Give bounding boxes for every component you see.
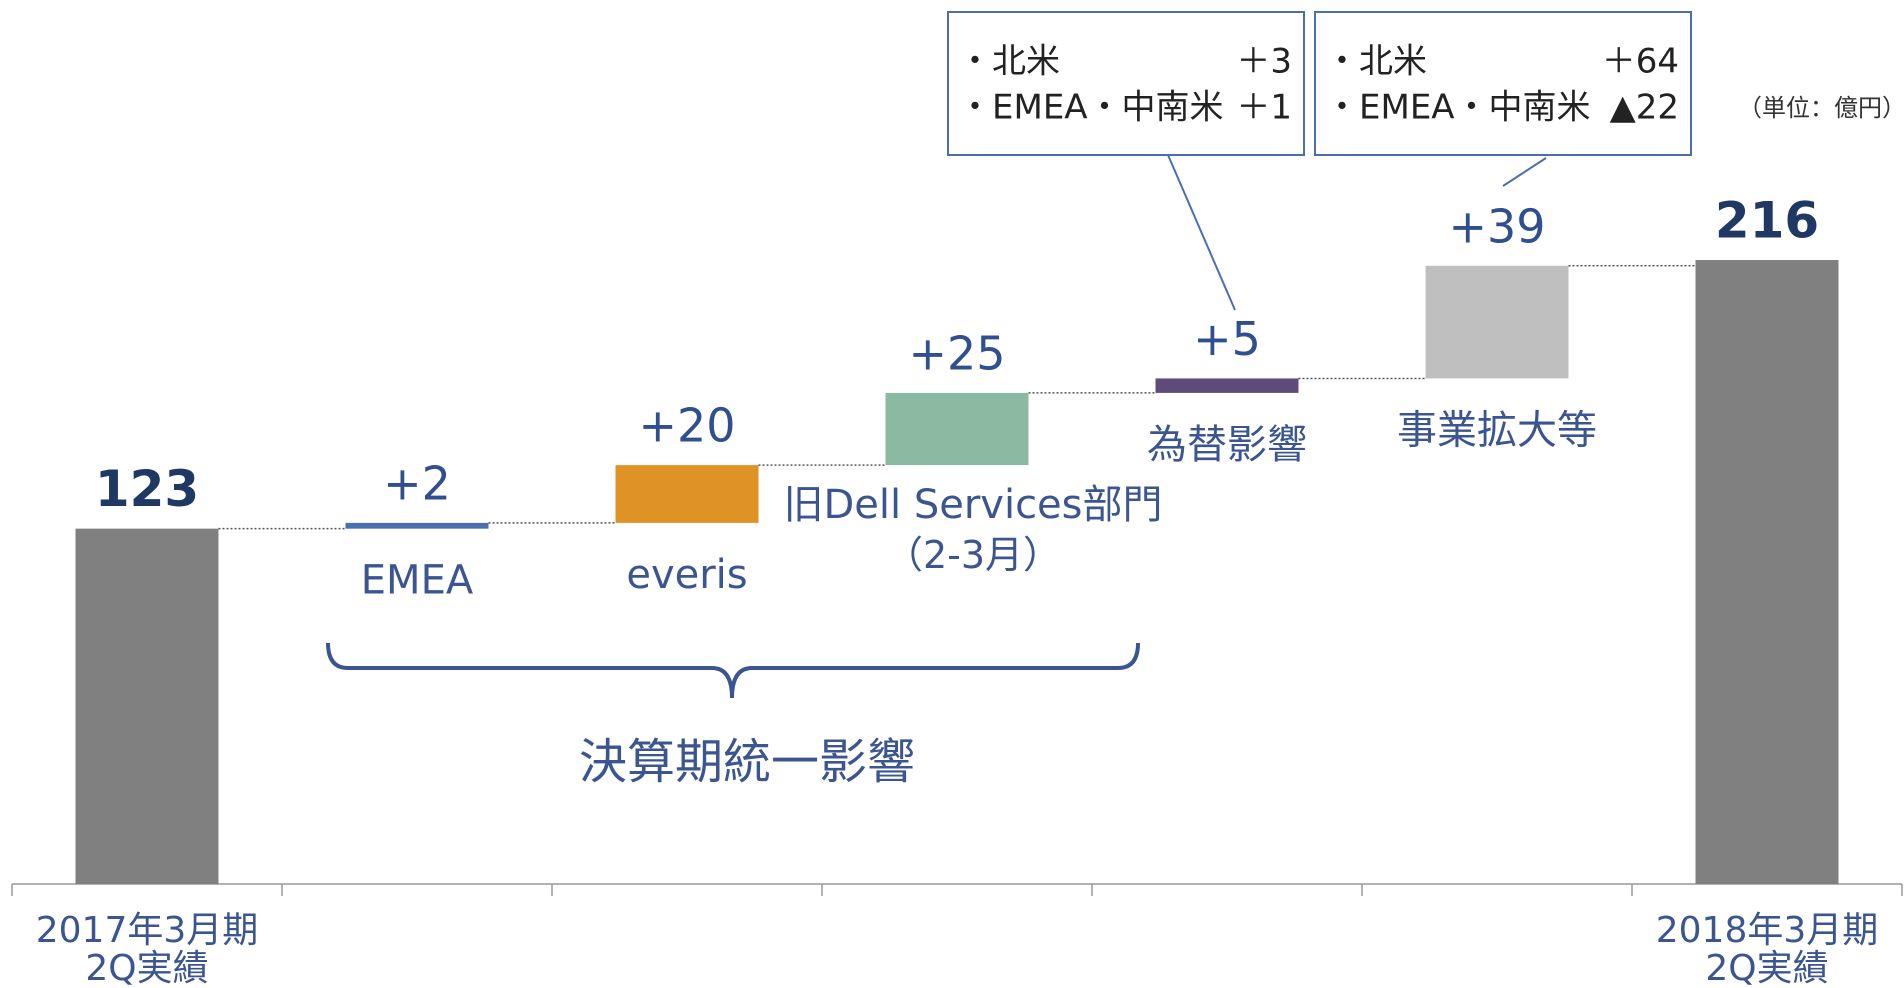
category-line: 事業拡大等 <box>1397 407 1597 453</box>
callout-item: ・北米 <box>1325 42 1427 82</box>
callout-value: ＋3 <box>1236 42 1292 82</box>
callout-value: ＋64 <box>1602 42 1679 82</box>
bar <box>1695 260 1839 884</box>
bracket <box>326 642 1140 699</box>
bar <box>885 392 1029 466</box>
bar <box>615 465 759 523</box>
category-line: 為替影響 <box>1147 422 1307 468</box>
bar <box>345 522 489 529</box>
callout-box <box>1314 11 1692 156</box>
callout-item: ・北米 <box>958 42 1060 82</box>
callout-value: ▲22 <box>1610 88 1679 128</box>
category-label: 為替影響 <box>1147 422 1307 468</box>
callout-item: ・EMEA・中南米 <box>958 88 1224 128</box>
callout-leader <box>1502 157 1547 187</box>
category-label: 2017年3月期 2Q実績 <box>36 910 259 988</box>
bracket-label: 決算期統一影響 <box>579 734 915 790</box>
callout-box <box>947 11 1305 156</box>
value-label: 123 <box>95 460 199 518</box>
bar <box>1155 378 1299 393</box>
category-label: 2018年3月期 2Q実績 <box>1656 910 1879 988</box>
category-label: everis <box>626 552 747 598</box>
value-label: +20 <box>638 399 735 453</box>
category-line: 旧Dell Services部門 <box>783 482 1162 528</box>
value-label: +2 <box>383 456 451 510</box>
callout-value: ＋1 <box>1236 88 1292 128</box>
category-line: 2017年3月期 <box>36 910 259 951</box>
category-label: EMEA <box>361 558 474 604</box>
unit-label: （単位：億円） <box>1738 94 1904 122</box>
value-label: 216 <box>1715 192 1819 250</box>
category-line: everis <box>626 552 747 598</box>
category-line: （2-3月） <box>885 533 1061 577</box>
category-line: 2Q実績 <box>85 948 208 988</box>
value-label: +25 <box>908 326 1005 380</box>
category-label: 事業拡大等 <box>1397 407 1597 453</box>
category-label: 旧Dell Services部門 （2-3月） <box>783 482 1162 576</box>
value-label: +39 <box>1448 199 1545 253</box>
callout-item: ・EMEA・中南米 <box>1325 88 1591 128</box>
bar <box>75 528 219 884</box>
value-label: +5 <box>1193 312 1261 366</box>
category-line: 2018年3月期 <box>1656 910 1879 951</box>
category-line: 2Q実績 <box>1705 948 1828 988</box>
callout-leader <box>1167 154 1236 311</box>
bar <box>1425 265 1569 379</box>
category-line: EMEA <box>361 558 474 604</box>
